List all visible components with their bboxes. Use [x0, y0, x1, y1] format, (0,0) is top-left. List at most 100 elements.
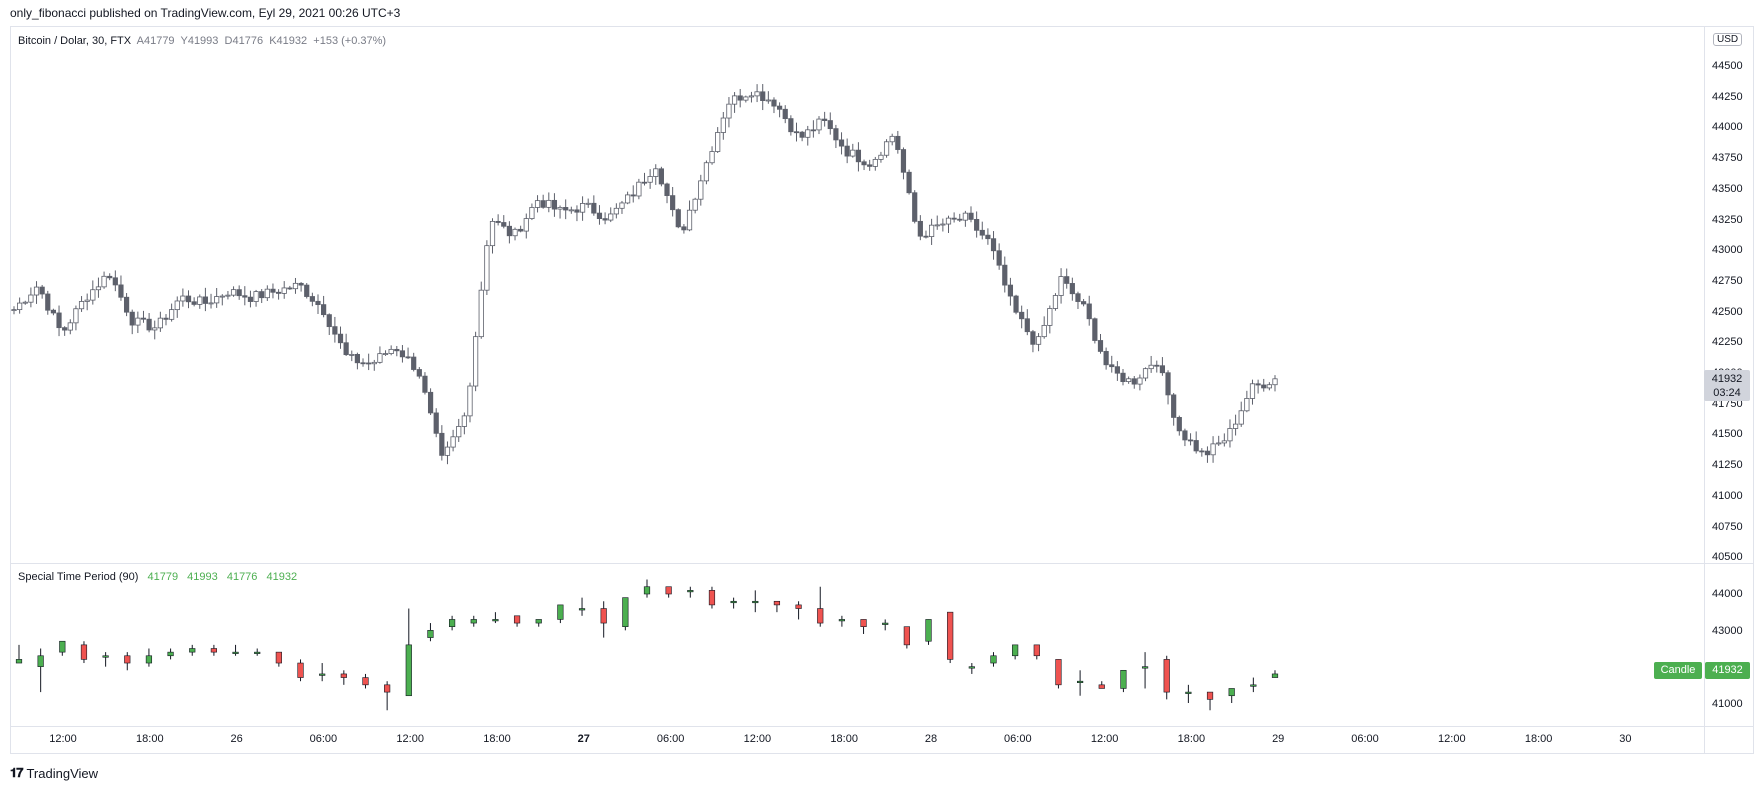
main-candle [563, 199, 569, 220]
indicator-candle [947, 611, 954, 664]
indicator-candle [102, 652, 109, 667]
main-candle [1232, 414, 1239, 436]
main-candle [940, 218, 946, 232]
main-candle [1007, 277, 1014, 306]
main-candle [275, 289, 282, 300]
main-candle [968, 206, 974, 223]
indicator-title[interactable]: Special Time Period (90) [18, 571, 139, 583]
last-price-label: 41932 03:24 [1704, 370, 1750, 401]
main-candle [889, 133, 895, 146]
indicator-candle [37, 648, 44, 693]
main-candle [596, 205, 603, 225]
main-candle [568, 206, 574, 214]
price-tick: 43500 [1712, 182, 1743, 195]
price-tick: 41500 [1712, 428, 1743, 441]
indicator-candle [1098, 681, 1105, 689]
price-tick: 43250 [1712, 213, 1743, 226]
main-candle [957, 213, 963, 222]
tradingview-logo[interactable]: 𝟏𝟕 TradingView [10, 765, 98, 781]
indicator-candle [1228, 688, 1235, 703]
main-candle [523, 213, 529, 239]
main-candle [1159, 357, 1166, 376]
main-candle [1187, 433, 1194, 446]
price-tick: 43750 [1712, 152, 1743, 165]
main-candle [208, 293, 214, 309]
main-candle [354, 352, 360, 370]
main-candle [793, 122, 800, 142]
symbol-title[interactable]: Bitcoin / Dolar, 30, FTX [18, 35, 132, 47]
main-candle [1103, 347, 1109, 370]
main-candle [230, 286, 237, 297]
main-candle [506, 221, 512, 244]
indicator-price-tick: 44000 [1712, 588, 1743, 600]
indicator-candle [838, 615, 845, 627]
main-candle [95, 277, 102, 298]
indicator-candle [340, 670, 347, 685]
time-tick: 06:00 [656, 733, 685, 745]
main-candle [253, 289, 259, 307]
main-candle [259, 289, 265, 304]
main-candle [861, 159, 867, 171]
main-candle [236, 285, 242, 300]
currency-button[interactable]: USD [1713, 33, 1743, 46]
main-candle [377, 346, 383, 364]
main-candle [264, 285, 270, 301]
pane-separator[interactable] [10, 563, 1754, 564]
main-candle [1109, 355, 1115, 373]
main-candle [996, 243, 1002, 270]
main-candle [456, 418, 462, 442]
main-candle [416, 367, 422, 379]
main-candle [574, 205, 580, 222]
main-candle [1120, 368, 1126, 386]
price-tick: 44250 [1712, 90, 1743, 103]
main-candle [174, 296, 180, 318]
main-candle [242, 286, 248, 306]
main-candle [709, 146, 715, 165]
indicator-candle [578, 597, 586, 616]
main-candle [1210, 436, 1216, 463]
open-value: A41779 [136, 35, 175, 47]
main-candle [135, 311, 141, 334]
main-candle [1024, 309, 1030, 336]
main-candle [287, 285, 293, 290]
main-candle [934, 215, 940, 230]
main-candle [1249, 379, 1256, 405]
main-candle [1097, 333, 1104, 354]
main-candle [962, 210, 968, 227]
indicator-candle [15, 644, 23, 664]
main-candle [715, 127, 721, 154]
main-candle [1142, 367, 1149, 382]
main-candle [1238, 401, 1244, 427]
main-candle [929, 218, 935, 245]
main-candle [444, 441, 451, 465]
main-candle [1216, 435, 1222, 446]
indicator-candle [1141, 652, 1149, 689]
main-candle [17, 297, 23, 314]
main-candle [731, 92, 738, 113]
main-candle [152, 320, 158, 340]
main-candle [1126, 376, 1132, 384]
main-candle [557, 205, 563, 219]
main-candle [382, 350, 389, 356]
main-candle [202, 287, 209, 312]
main-candle [427, 388, 434, 416]
main-candle [219, 294, 225, 306]
main-candle [726, 97, 732, 128]
indicator-candle [1163, 655, 1170, 700]
indicator-price-tick: 41000 [1712, 697, 1743, 710]
indicator-candle [513, 615, 521, 627]
main-candle [979, 221, 985, 240]
price-tick: 40750 [1712, 520, 1743, 533]
indicator-candle [557, 604, 564, 624]
main-candle [225, 290, 231, 300]
indicator-candle [145, 648, 153, 667]
main-candle [737, 88, 743, 108]
indicator-candle [817, 586, 824, 627]
time-tick: 12:00 [49, 733, 77, 745]
main-candle [467, 382, 473, 423]
tradingview-logo-text: TradingView [26, 765, 99, 781]
main-candle [332, 316, 338, 343]
tradingview-logo-icon: 𝟏𝟕 [10, 765, 24, 780]
main-candle [1075, 291, 1081, 310]
